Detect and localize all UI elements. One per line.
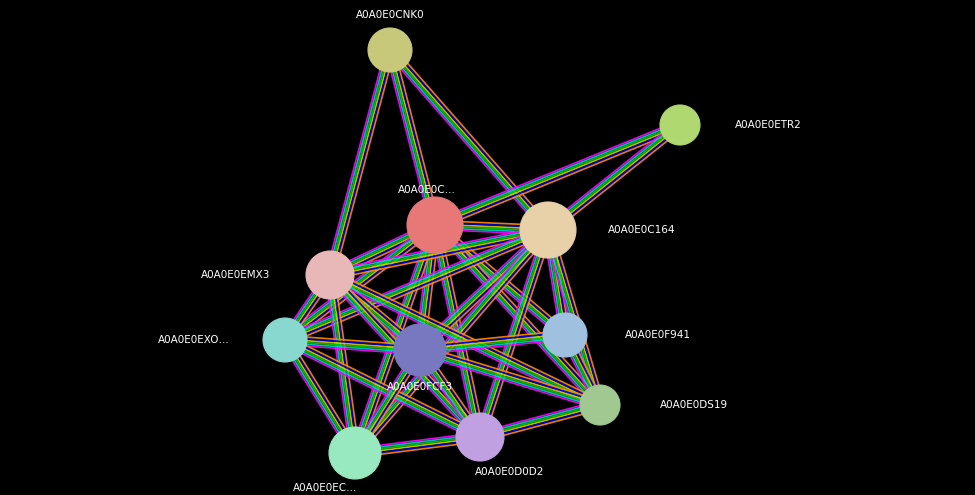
Circle shape [407, 197, 463, 253]
Text: A0A0E0C…: A0A0E0C… [398, 185, 456, 195]
Circle shape [368, 28, 412, 72]
Circle shape [543, 313, 587, 357]
Circle shape [394, 324, 446, 376]
Text: A0A0E0EC…: A0A0E0EC… [292, 483, 357, 493]
Circle shape [520, 202, 576, 258]
Text: A0A0E0C164: A0A0E0C164 [608, 225, 676, 235]
Circle shape [263, 318, 307, 362]
Circle shape [580, 385, 620, 425]
Circle shape [660, 105, 700, 145]
Text: A0A0E0D0D2: A0A0E0D0D2 [476, 467, 545, 477]
Text: A0A0E0CNK0: A0A0E0CNK0 [356, 10, 424, 20]
Text: A0A0E0EXO…: A0A0E0EXO… [158, 335, 230, 345]
Text: A0A0E0ETR2: A0A0E0ETR2 [735, 120, 801, 130]
Text: A0A0E0FCF3: A0A0E0FCF3 [387, 382, 453, 392]
Circle shape [329, 427, 381, 479]
Circle shape [456, 413, 504, 461]
Text: A0A0E0EMX3: A0A0E0EMX3 [201, 270, 270, 280]
Text: A0A0E0DS19: A0A0E0DS19 [660, 400, 728, 410]
Circle shape [306, 251, 354, 299]
Text: A0A0E0F941: A0A0E0F941 [625, 330, 691, 340]
